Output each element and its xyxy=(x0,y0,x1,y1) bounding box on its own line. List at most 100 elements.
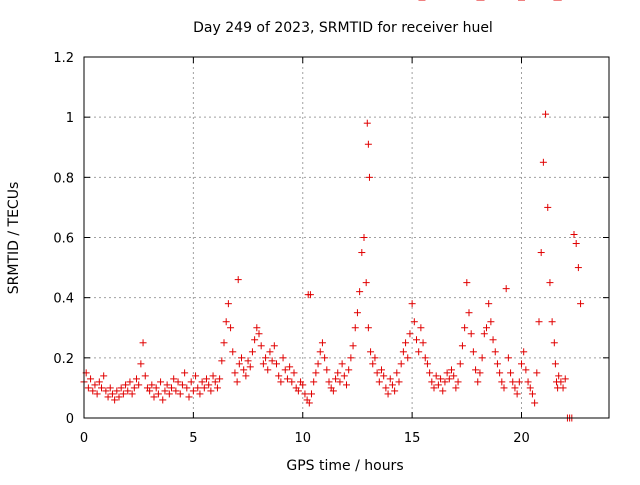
data-point xyxy=(574,264,582,272)
data-point xyxy=(391,387,399,395)
data-point xyxy=(445,375,453,383)
data-point xyxy=(474,378,482,386)
data-point xyxy=(126,378,134,386)
data-point xyxy=(220,339,228,347)
x-tick-label: 5 xyxy=(189,431,197,446)
data-point xyxy=(108,390,116,398)
y-tick-label: 1 xyxy=(66,111,74,126)
data-point xyxy=(406,330,414,338)
data-point xyxy=(535,318,543,326)
data-point xyxy=(343,381,350,389)
y-tick-label: 0 xyxy=(66,412,74,427)
data-point xyxy=(434,381,442,389)
data-point xyxy=(345,366,353,374)
data-point xyxy=(130,384,138,392)
data-point xyxy=(526,384,534,392)
data-point xyxy=(546,279,554,287)
data-point xyxy=(480,330,488,338)
chart-title: Day 249 of 2023, SRMTID for receiver hue… xyxy=(193,20,493,36)
x-axis-label: GPS time / hours xyxy=(286,458,403,474)
data-point xyxy=(128,390,136,398)
data-point xyxy=(504,354,512,362)
x-tick-label: 20 xyxy=(513,431,530,446)
data-point xyxy=(100,372,108,380)
data-point xyxy=(550,339,558,347)
data-point xyxy=(369,360,377,368)
data-point xyxy=(386,375,394,383)
data-point xyxy=(577,300,585,308)
data-point xyxy=(117,384,125,392)
data-point xyxy=(452,384,460,392)
data-point xyxy=(511,384,519,392)
data-point xyxy=(172,387,180,395)
data-point xyxy=(255,330,263,338)
data-point xyxy=(417,324,425,332)
data-point xyxy=(268,357,276,365)
data-point xyxy=(502,285,510,293)
data-point xyxy=(515,378,523,386)
data-point xyxy=(426,369,434,377)
data-point xyxy=(288,378,296,386)
data-point xyxy=(388,381,396,389)
data-point xyxy=(395,378,403,386)
data-point xyxy=(165,390,173,398)
data-point xyxy=(551,360,559,368)
data-point xyxy=(209,372,217,380)
data-point xyxy=(509,378,517,386)
data-point xyxy=(555,372,563,380)
data-point xyxy=(423,360,431,368)
data-point xyxy=(402,339,410,347)
data-point xyxy=(539,158,547,166)
data-point xyxy=(493,360,501,368)
data-point xyxy=(98,384,105,392)
data-point xyxy=(548,318,556,326)
data-point xyxy=(251,336,259,344)
data-point xyxy=(264,366,272,374)
data-point xyxy=(421,354,429,362)
data-point xyxy=(163,381,171,389)
data-point xyxy=(321,354,329,362)
data-point xyxy=(347,354,355,362)
data-point xyxy=(139,339,147,347)
data-point xyxy=(469,348,477,356)
data-point xyxy=(305,399,313,407)
data-point xyxy=(316,348,324,356)
y-tick-label: 0.2 xyxy=(53,352,74,367)
data-point xyxy=(192,372,200,380)
x-tick-label: 0 xyxy=(80,431,88,446)
data-point xyxy=(178,381,186,389)
data-point xyxy=(246,363,254,371)
data-point xyxy=(356,288,364,296)
y-tick-label: 0.6 xyxy=(53,232,74,247)
data-point xyxy=(522,366,530,374)
data-point xyxy=(91,381,99,389)
data-point xyxy=(95,378,103,386)
data-point xyxy=(93,390,101,398)
data-point xyxy=(371,354,379,362)
data-point xyxy=(203,375,210,383)
data-point xyxy=(257,342,265,350)
data-point xyxy=(312,369,320,377)
data-point xyxy=(283,375,291,383)
y-tick-label: 0.8 xyxy=(53,171,74,186)
data-point xyxy=(375,378,383,386)
data-point xyxy=(150,393,158,401)
data-point xyxy=(557,378,565,386)
data-point xyxy=(351,324,359,332)
data-point xyxy=(476,369,484,377)
data-point xyxy=(329,387,337,395)
data-point xyxy=(454,378,462,386)
data-point xyxy=(168,384,175,392)
data-point xyxy=(224,300,232,308)
data-point xyxy=(242,372,250,380)
data-point xyxy=(461,324,469,332)
data-point xyxy=(378,366,385,374)
data-point xyxy=(222,318,230,326)
data-point xyxy=(441,378,449,386)
data-point xyxy=(277,378,285,386)
data-point xyxy=(353,309,361,317)
data-point xyxy=(270,342,278,350)
data-point xyxy=(200,384,208,392)
data-point xyxy=(266,348,274,356)
data-point xyxy=(196,390,204,398)
